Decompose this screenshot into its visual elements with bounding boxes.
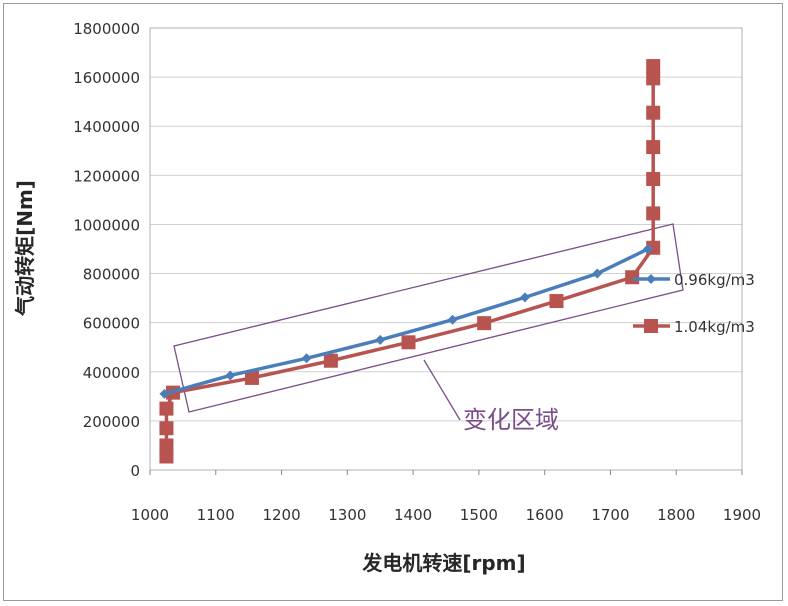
data-point (225, 370, 236, 381)
data-point (159, 449, 174, 464)
data-point (519, 292, 530, 303)
y-tick-label: 400000 (83, 364, 140, 382)
data-point (646, 59, 661, 74)
chart-frame (3, 3, 783, 601)
y-tick-label: 0 (130, 462, 140, 480)
y-tick-label: 600000 (83, 315, 140, 333)
data-point (642, 244, 653, 254)
y-tick-label: 800000 (83, 266, 140, 284)
y-tick-label: 1600000 (73, 69, 140, 87)
data-point (447, 314, 458, 325)
data-point (159, 401, 174, 416)
series-line (163, 247, 649, 396)
data-point (549, 294, 564, 309)
legend-entry: 0.96kg/m3 (633, 271, 755, 289)
data-point (301, 353, 312, 364)
data-point (646, 71, 661, 86)
legend-marker (646, 274, 656, 284)
data-point (646, 105, 661, 120)
x-tick-label: 1500 (460, 506, 498, 524)
legend-label: 0.96kg/m3 (674, 271, 755, 289)
data-point (401, 335, 416, 350)
x-tick-label: 1300 (328, 506, 366, 524)
data-point (159, 438, 174, 453)
y-tick-label: 1000000 (73, 216, 140, 234)
y-tick-label: 200000 (83, 413, 140, 431)
x-tick-label: 1700 (591, 506, 629, 524)
y-tick-label: 1200000 (73, 167, 140, 185)
data-point (625, 270, 640, 285)
data-point (592, 268, 603, 279)
series-blue (159, 244, 653, 399)
y-axis-label: 气动转矩[Nm] (13, 180, 37, 317)
x-axis-label: 发电机转速[rpm] (361, 551, 525, 575)
data-point (375, 334, 386, 345)
series-red (159, 59, 661, 464)
plot-area (149, 27, 743, 471)
x-tick-label: 1200 (262, 506, 300, 524)
series-line (164, 66, 655, 457)
annotation-text: 变化区域 (463, 406, 559, 434)
x-tick-label: 1900 (723, 506, 761, 524)
y-tick-label: 1400000 (73, 118, 140, 136)
legend-entry: 1.04kg/m3 (633, 318, 755, 336)
annotation-pointer (423, 359, 461, 421)
x-tick-label: 1400 (394, 506, 432, 524)
data-point (477, 316, 492, 331)
data-point (646, 206, 661, 221)
x-tick-label: 1100 (197, 506, 235, 524)
y-tick-label: 1800000 (73, 20, 140, 38)
legend-label: 1.04kg/m3 (674, 318, 755, 336)
data-point (159, 388, 170, 399)
data-point (646, 172, 661, 187)
data-point (159, 421, 174, 436)
data-point (646, 140, 661, 155)
x-tick-label: 1800 (657, 506, 695, 524)
x-tick-label: 1000 (131, 506, 169, 524)
x-tick-label: 1600 (526, 506, 564, 524)
data-point (323, 353, 338, 368)
data-point (244, 370, 259, 385)
legend-marker (644, 319, 658, 333)
